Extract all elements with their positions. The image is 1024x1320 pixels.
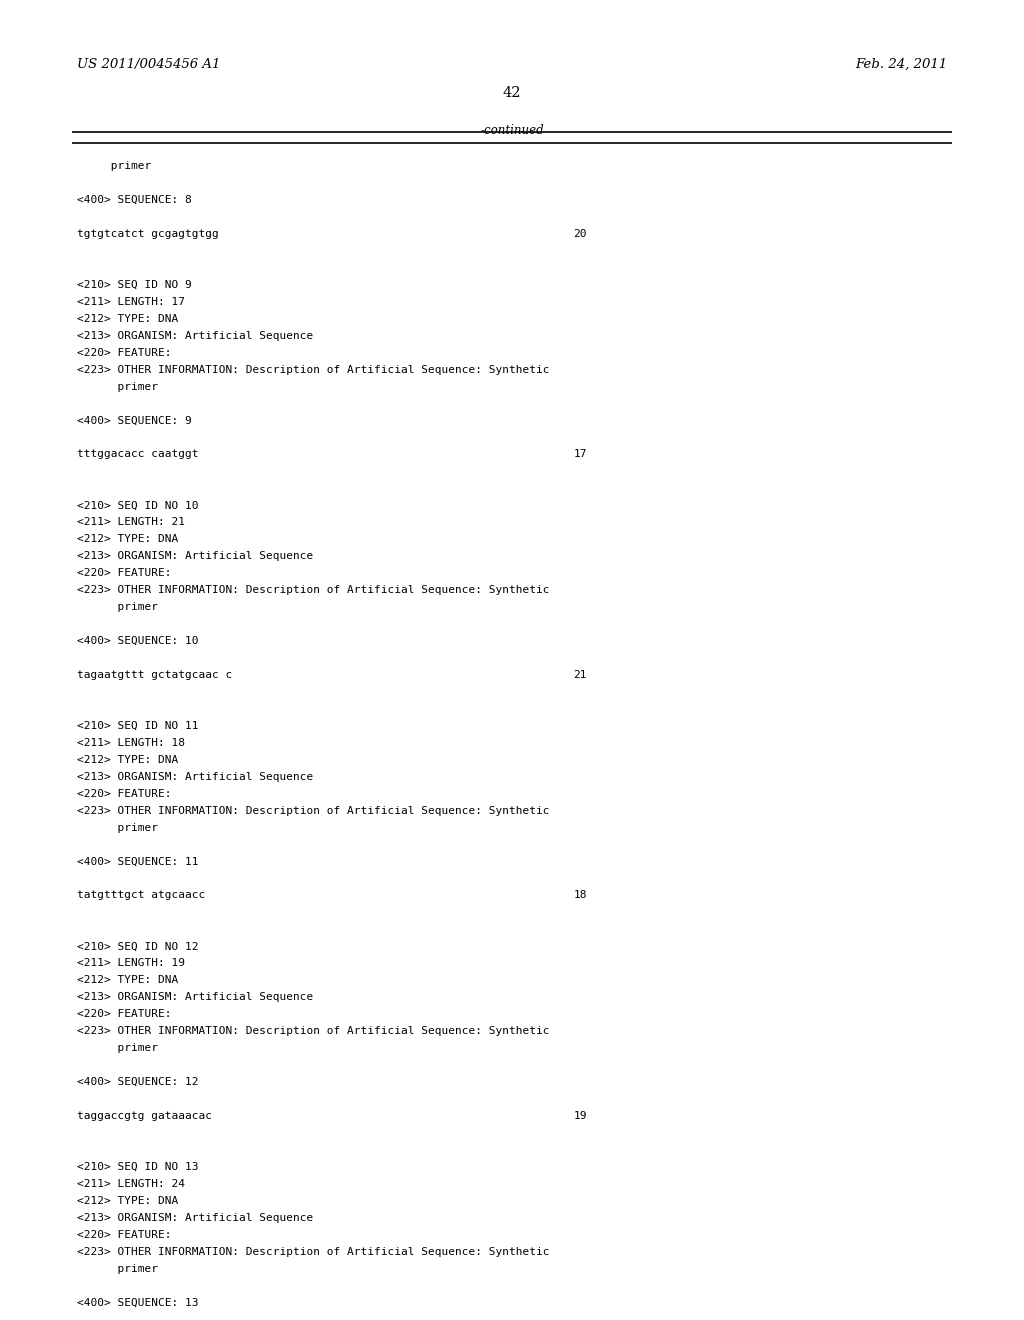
Text: 21: 21 [573, 671, 587, 680]
Text: 17: 17 [573, 449, 587, 459]
Text: tttggacacc caatggt: tttggacacc caatggt [77, 449, 199, 459]
Text: <223> OTHER INFORMATION: Description of Artificial Sequence: Synthetic: <223> OTHER INFORMATION: Description of … [77, 585, 549, 595]
Text: tagaatgttt gctatgcaac c: tagaatgttt gctatgcaac c [77, 671, 232, 680]
Text: tgtgtcatct gcgagtgtgg: tgtgtcatct gcgagtgtgg [77, 228, 218, 239]
Text: primer: primer [77, 822, 158, 833]
Text: <400> SEQUENCE: 8: <400> SEQUENCE: 8 [77, 195, 191, 205]
Text: <400> SEQUENCE: 11: <400> SEQUENCE: 11 [77, 857, 199, 866]
Text: <211> LENGTH: 17: <211> LENGTH: 17 [77, 297, 184, 306]
Text: <213> ORGANISM: Artificial Sequence: <213> ORGANISM: Artificial Sequence [77, 772, 313, 781]
Text: <212> TYPE: DNA: <212> TYPE: DNA [77, 975, 178, 985]
Text: 20: 20 [573, 228, 587, 239]
Text: taggaccgtg gataaacac: taggaccgtg gataaacac [77, 1111, 212, 1121]
Text: primer: primer [77, 161, 152, 172]
Text: -continued: -continued [480, 124, 544, 137]
Text: <400> SEQUENCE: 10: <400> SEQUENCE: 10 [77, 636, 199, 645]
Text: <210> SEQ ID NO 11: <210> SEQ ID NO 11 [77, 721, 199, 731]
Text: 42: 42 [503, 86, 521, 100]
Text: <223> OTHER INFORMATION: Description of Artificial Sequence: Synthetic: <223> OTHER INFORMATION: Description of … [77, 805, 549, 816]
Text: <220> FEATURE:: <220> FEATURE: [77, 1010, 171, 1019]
Text: <213> ORGANISM: Artificial Sequence: <213> ORGANISM: Artificial Sequence [77, 330, 313, 341]
Text: <223> OTHER INFORMATION: Description of Artificial Sequence: Synthetic: <223> OTHER INFORMATION: Description of … [77, 364, 549, 375]
Text: tatgtttgct atgcaacc: tatgtttgct atgcaacc [77, 891, 205, 900]
Text: <212> TYPE: DNA: <212> TYPE: DNA [77, 314, 178, 323]
Text: primer: primer [77, 1043, 158, 1053]
Text: primer: primer [77, 602, 158, 612]
Text: <211> LENGTH: 18: <211> LENGTH: 18 [77, 738, 184, 747]
Text: primer: primer [77, 1263, 158, 1274]
Text: <213> ORGANISM: Artificial Sequence: <213> ORGANISM: Artificial Sequence [77, 1213, 313, 1222]
Text: <211> LENGTH: 24: <211> LENGTH: 24 [77, 1179, 184, 1189]
Text: <213> ORGANISM: Artificial Sequence: <213> ORGANISM: Artificial Sequence [77, 993, 313, 1002]
Text: <220> FEATURE:: <220> FEATURE: [77, 347, 171, 358]
Text: <212> TYPE: DNA: <212> TYPE: DNA [77, 1196, 178, 1205]
Text: <220> FEATURE:: <220> FEATURE: [77, 788, 171, 799]
Text: <400> SEQUENCE: 12: <400> SEQUENCE: 12 [77, 1077, 199, 1086]
Text: <400> SEQUENCE: 13: <400> SEQUENCE: 13 [77, 1298, 199, 1308]
Text: 19: 19 [573, 1111, 587, 1121]
Text: <223> OTHER INFORMATION: Description of Artificial Sequence: Synthetic: <223> OTHER INFORMATION: Description of … [77, 1026, 549, 1036]
Text: <400> SEQUENCE: 9: <400> SEQUENCE: 9 [77, 416, 191, 425]
Text: <212> TYPE: DNA: <212> TYPE: DNA [77, 535, 178, 544]
Text: <223> OTHER INFORMATION: Description of Artificial Sequence: Synthetic: <223> OTHER INFORMATION: Description of … [77, 1246, 549, 1257]
Text: US 2011/0045456 A1: US 2011/0045456 A1 [77, 58, 220, 71]
Text: <211> LENGTH: 19: <211> LENGTH: 19 [77, 958, 184, 969]
Text: <210> SEQ ID NO 10: <210> SEQ ID NO 10 [77, 500, 199, 511]
Text: <213> ORGANISM: Artificial Sequence: <213> ORGANISM: Artificial Sequence [77, 552, 313, 561]
Text: <220> FEATURE:: <220> FEATURE: [77, 1230, 171, 1239]
Text: <220> FEATURE:: <220> FEATURE: [77, 568, 171, 578]
Text: primer: primer [77, 381, 158, 392]
Text: <210> SEQ ID NO 9: <210> SEQ ID NO 9 [77, 280, 191, 290]
Text: <212> TYPE: DNA: <212> TYPE: DNA [77, 755, 178, 764]
Text: <210> SEQ ID NO 12: <210> SEQ ID NO 12 [77, 941, 199, 952]
Text: <210> SEQ ID NO 13: <210> SEQ ID NO 13 [77, 1162, 199, 1172]
Text: <211> LENGTH: 21: <211> LENGTH: 21 [77, 517, 184, 527]
Text: Feb. 24, 2011: Feb. 24, 2011 [855, 58, 947, 71]
Text: 18: 18 [573, 891, 587, 900]
